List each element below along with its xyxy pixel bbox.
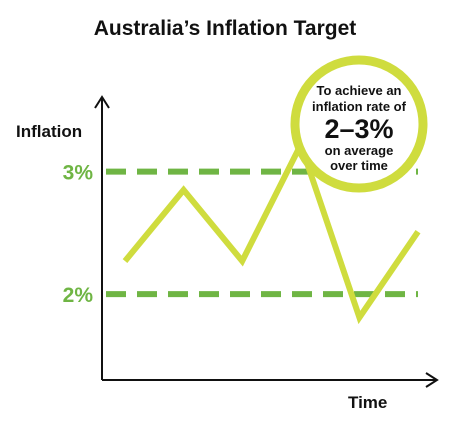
callout-ring [290,55,428,193]
callout-line-2: inflation rate of [312,99,407,114]
series [122,136,421,325]
callout-line-1: To achieve an [316,83,401,98]
x-axis-arrowhead [425,372,439,388]
chart-title: Australia’s Inflation Target [94,17,357,40]
series-line-0 [122,136,421,325]
y-tick-label-2: 2% [63,284,94,307]
callout-line-5: over time [330,158,388,173]
axes [94,95,439,388]
x-axis-label: Time [348,393,387,412]
y-tick-labels: 2% 3% [63,162,94,308]
target-callout: To achieve an inflation rate of 2–3% on … [290,55,428,193]
callout-line-3: 2–3% [324,114,393,144]
y-axis-label: Inflation [16,122,82,141]
y-axis-arrowhead [94,95,110,109]
callout-line-4: on average [325,143,394,158]
y-tick-label-3: 3% [63,162,94,185]
